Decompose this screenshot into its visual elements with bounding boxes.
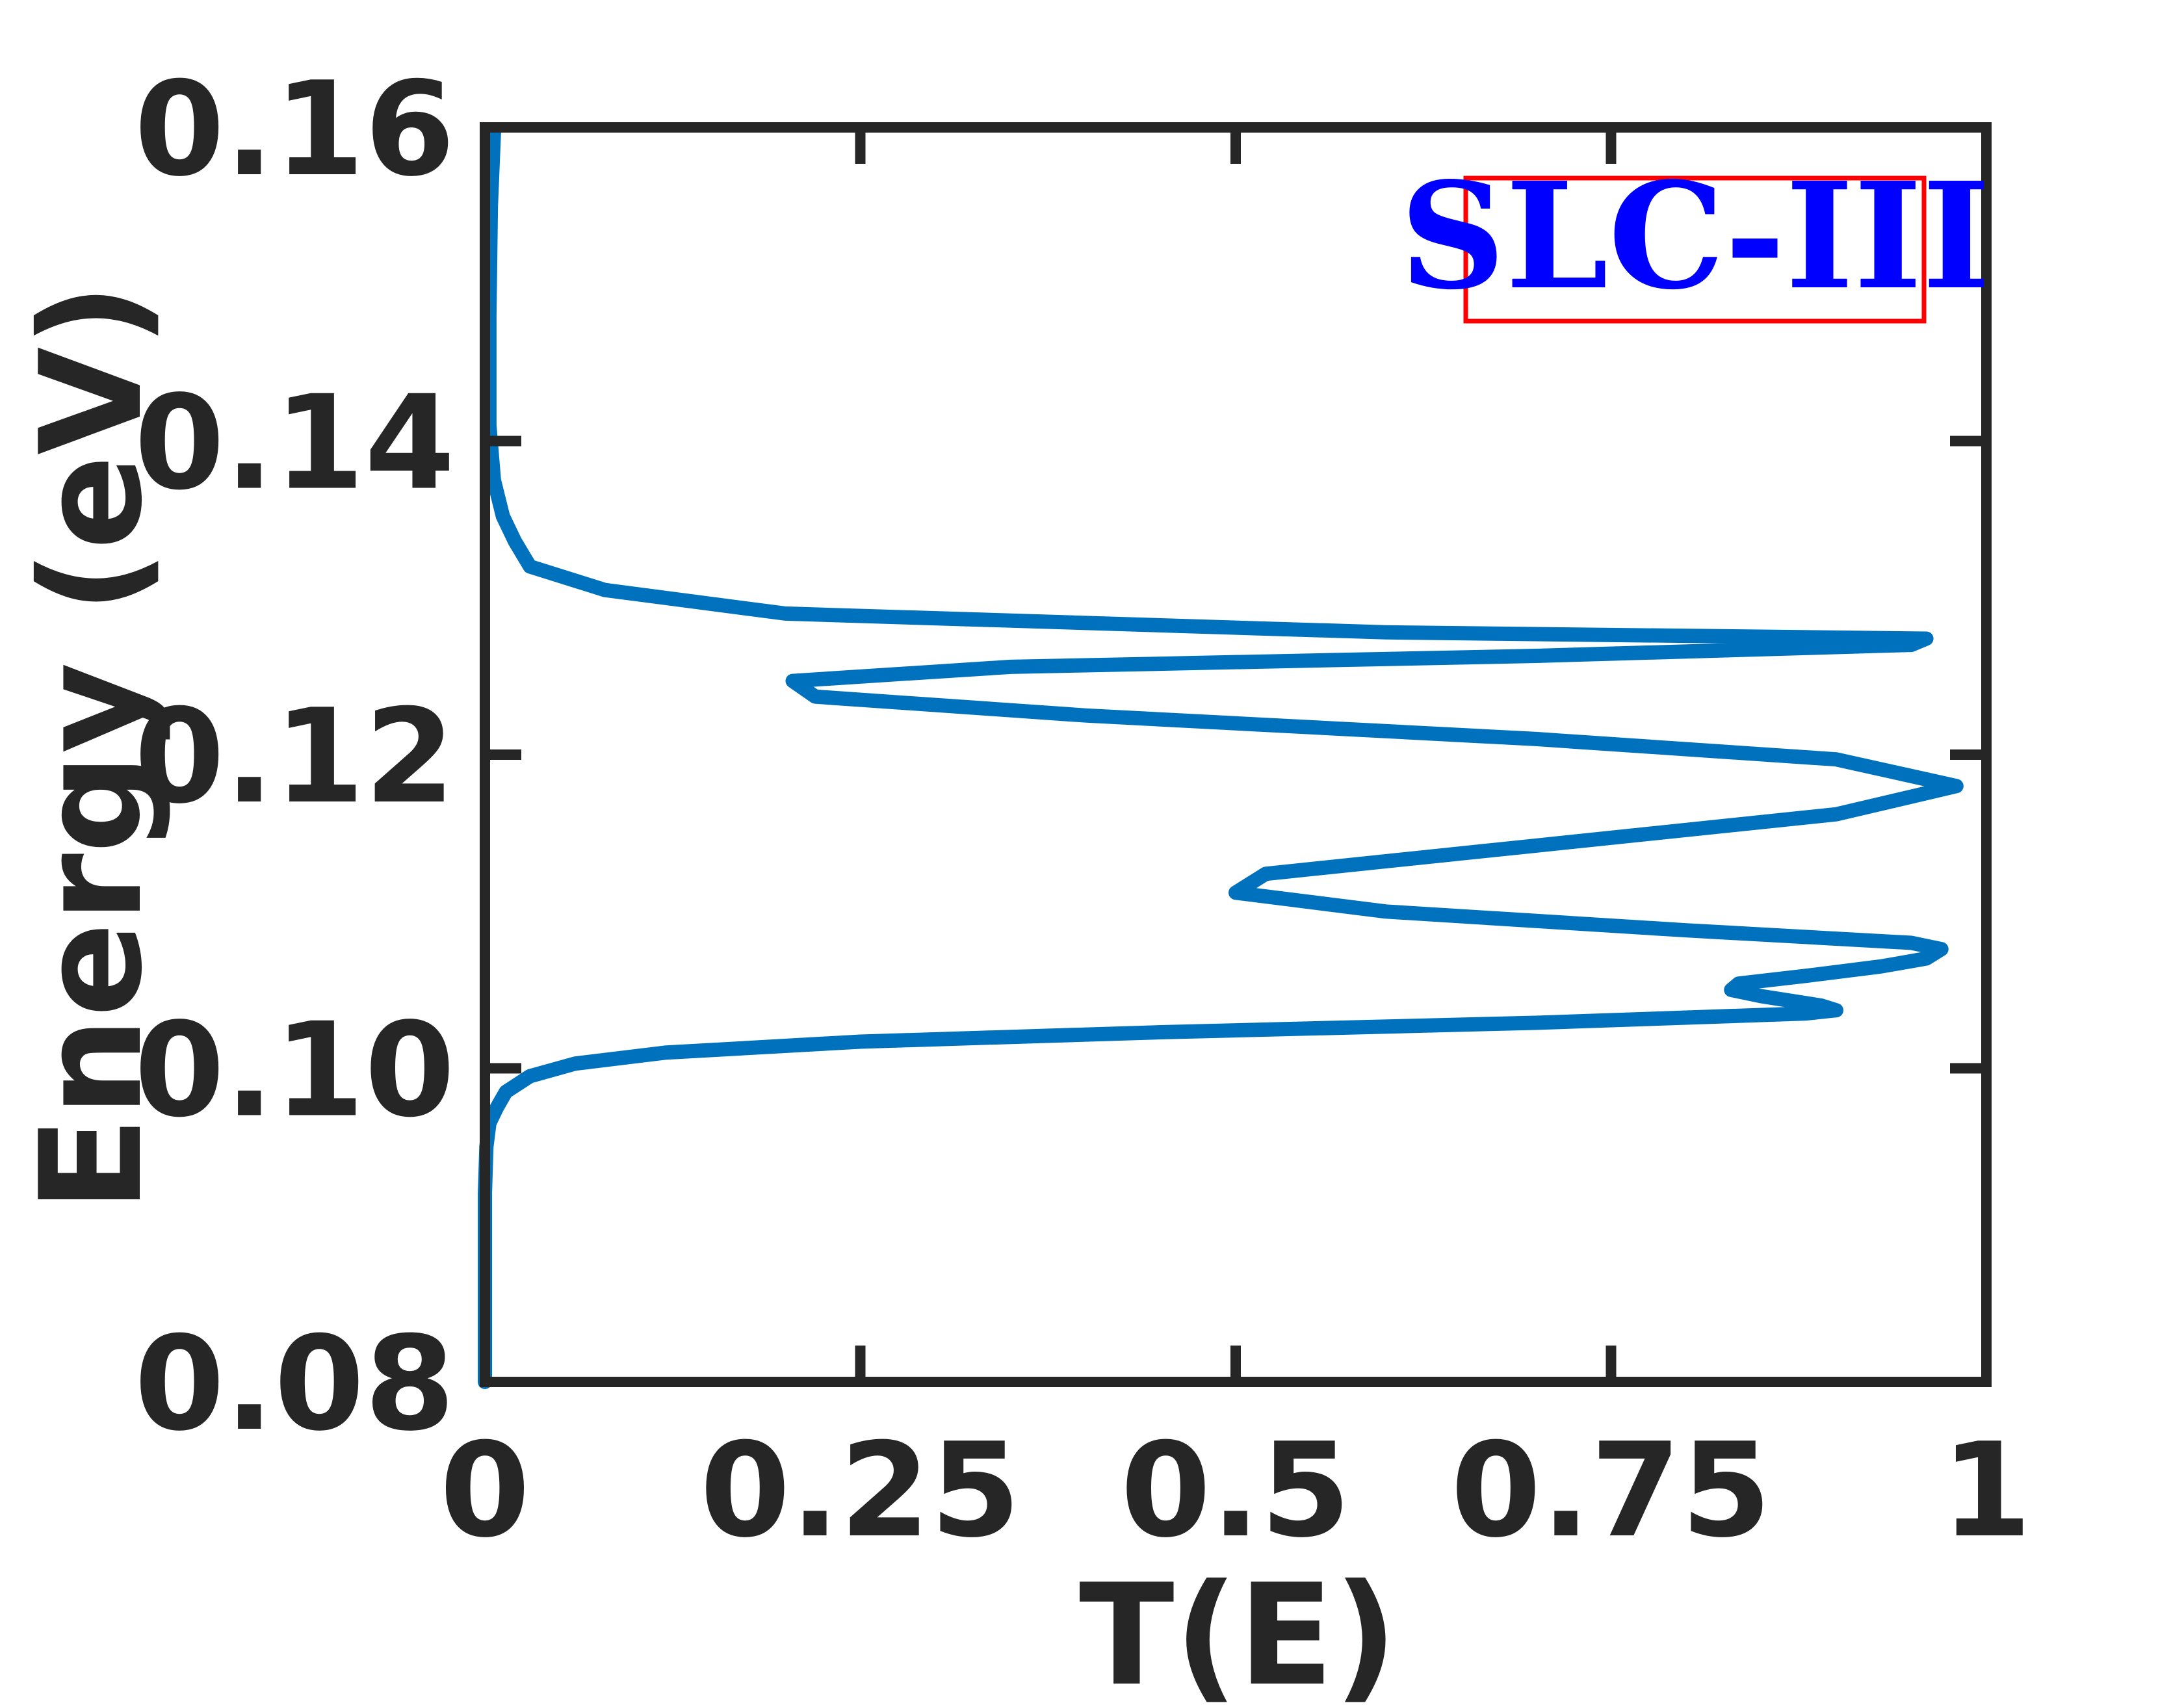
x-axis-title: T(E) <box>1079 1554 1398 1705</box>
y-tick-label: 0.08 <box>135 1308 455 1460</box>
y-tick-label: 0.10 <box>135 995 455 1147</box>
y-axis-title: Energy (eV) <box>10 283 173 1212</box>
plot-area <box>478 125 1964 1389</box>
legend: SLC-III <box>1400 151 1991 324</box>
y-tick-label: 0.16 <box>135 54 455 205</box>
y-tick-label: 0.12 <box>135 681 455 833</box>
x-tick-label: 0.75 <box>1451 1415 1771 1567</box>
x-tick-label: 0 <box>439 1415 530 1567</box>
legend-box <box>1463 176 1927 324</box>
x-tick-label: 0.25 <box>700 1415 1020 1567</box>
legend-label: SLC-III <box>1400 151 1991 322</box>
x-tick-label: 1 <box>1941 1415 2031 1567</box>
axis-ticks <box>480 122 1992 1387</box>
axis-labels: 0 0.25 0.5 0.75 1 0.08 0.10 0.12 0.14 0.16 <box>135 54 2032 1567</box>
series-line-0 <box>478 125 1964 1389</box>
x-tick-label: 0.5 <box>1121 1415 1351 1567</box>
y-tick-label: 0.14 <box>135 368 455 519</box>
